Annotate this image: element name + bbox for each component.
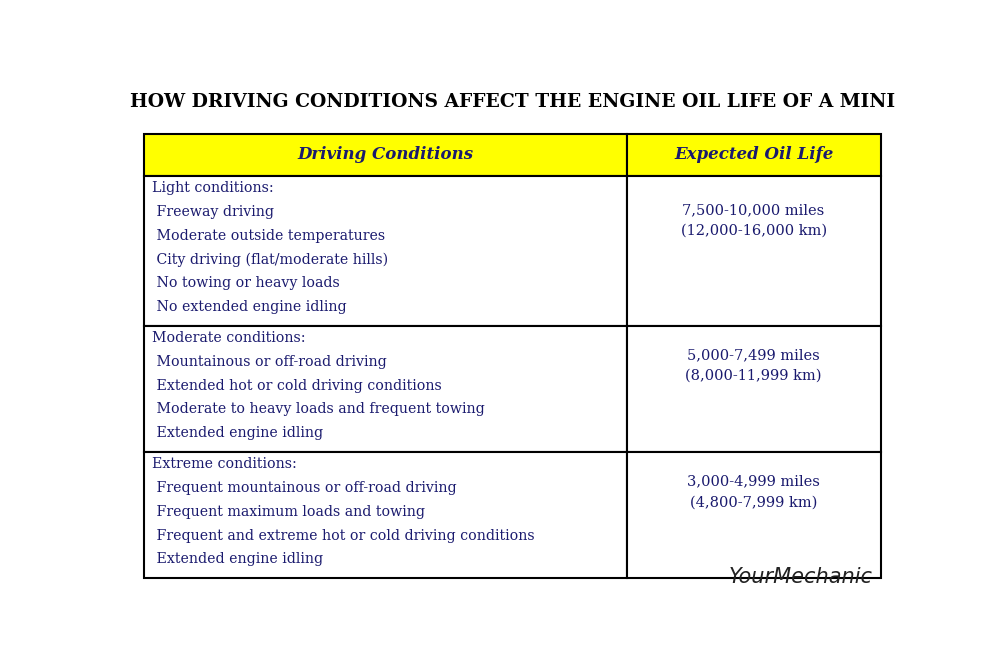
Bar: [627, 134, 881, 176]
Text: Moderate conditions:: Moderate conditions:: [152, 331, 306, 345]
Text: Frequent mountainous or off-road driving: Frequent mountainous or off-road driving: [152, 481, 457, 495]
Text: Extended engine idling: Extended engine idling: [152, 552, 323, 566]
Bar: [144, 326, 627, 452]
Text: Extended engine idling: Extended engine idling: [152, 426, 323, 440]
Text: Extended hot or cold driving conditions: Extended hot or cold driving conditions: [152, 379, 442, 393]
Text: Expected Oil Life: Expected Oil Life: [674, 147, 833, 163]
Text: Freeway driving: Freeway driving: [152, 205, 274, 219]
Text: YourMechanic: YourMechanic: [729, 568, 873, 588]
Bar: [627, 452, 881, 578]
Bar: [144, 134, 627, 176]
Text: Frequent and extreme hot or cold driving conditions: Frequent and extreme hot or cold driving…: [152, 529, 535, 542]
Text: 3,000-4,999 miles: 3,000-4,999 miles: [687, 475, 820, 489]
Text: (4,800-7,999 km): (4,800-7,999 km): [690, 496, 817, 510]
Bar: [627, 176, 881, 326]
Text: (12,000-16,000 km): (12,000-16,000 km): [681, 223, 827, 237]
Text: HOW DRIVING CONDITIONS AFFECT THE ENGINE OIL LIFE OF A MINI: HOW DRIVING CONDITIONS AFFECT THE ENGINE…: [130, 93, 895, 111]
Text: No extended engine idling: No extended engine idling: [152, 300, 347, 314]
Text: Extreme conditions:: Extreme conditions:: [152, 457, 297, 471]
Text: Moderate outside temperatures: Moderate outside temperatures: [152, 229, 385, 243]
Text: No towing or heavy loads: No towing or heavy loads: [152, 276, 340, 290]
Text: City driving (flat/moderate hills): City driving (flat/moderate hills): [152, 253, 388, 267]
Text: (8,000-11,999 km): (8,000-11,999 km): [685, 369, 822, 383]
Text: Driving Conditions: Driving Conditions: [297, 147, 474, 163]
Text: Moderate to heavy loads and frequent towing: Moderate to heavy loads and frequent tow…: [152, 402, 485, 416]
Text: Light conditions:: Light conditions:: [152, 181, 274, 195]
Bar: [144, 452, 627, 578]
Text: 5,000-7,499 miles: 5,000-7,499 miles: [687, 349, 820, 363]
Bar: [627, 326, 881, 452]
Text: Mountainous or off-road driving: Mountainous or off-road driving: [152, 355, 387, 369]
Bar: [144, 176, 627, 326]
Text: 7,500-10,000 miles: 7,500-10,000 miles: [682, 203, 825, 217]
Text: Frequent maximum loads and towing: Frequent maximum loads and towing: [152, 505, 425, 519]
